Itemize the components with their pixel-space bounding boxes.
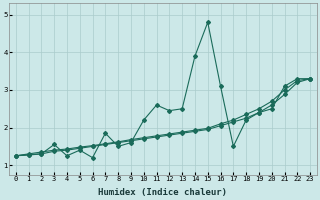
X-axis label: Humidex (Indice chaleur): Humidex (Indice chaleur) (99, 188, 228, 197)
